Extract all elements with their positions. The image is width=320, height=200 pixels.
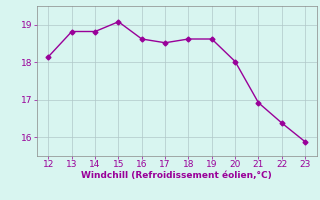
X-axis label: Windchill (Refroidissement éolien,°C): Windchill (Refroidissement éolien,°C) bbox=[81, 171, 272, 180]
